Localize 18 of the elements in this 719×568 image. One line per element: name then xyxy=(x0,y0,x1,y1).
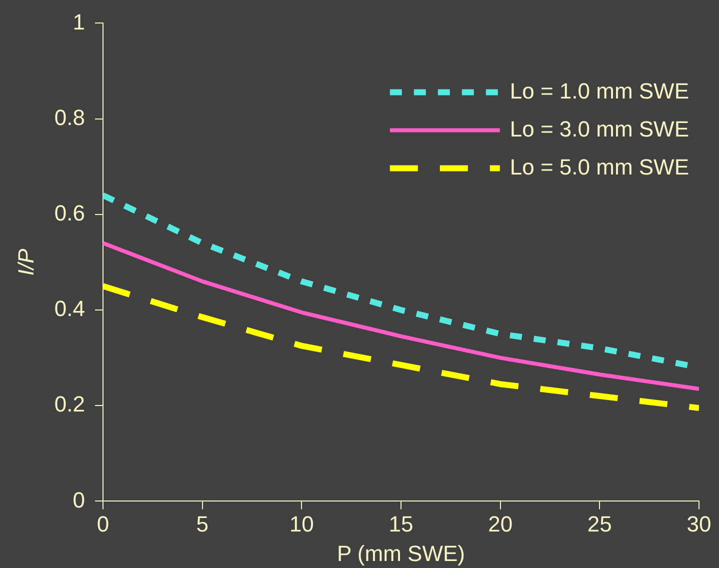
legend-label: Lo = 1.0 mm SWE xyxy=(510,78,690,104)
x-tick-label: 10 xyxy=(289,511,314,536)
y-tick-label: 0.8 xyxy=(54,104,85,130)
x-tick-label: 0 xyxy=(96,511,110,536)
y-tick-label: 1 xyxy=(72,9,85,34)
x-tick-label: 30 xyxy=(686,511,712,536)
y-tick-label: 0.6 xyxy=(54,200,85,226)
x-axis-title: P (mm SWE) xyxy=(337,540,465,566)
x-tick-label: 20 xyxy=(488,511,513,536)
y-tick-label: 0.4 xyxy=(54,296,85,322)
y-axis-title: I/P xyxy=(13,248,38,276)
legend-label: Lo = 3.0 mm SWE xyxy=(510,116,690,142)
y-tick-label: 0.2 xyxy=(54,392,85,417)
x-tick-label: 15 xyxy=(388,511,414,536)
x-tick-label: 5 xyxy=(196,511,208,536)
x-tick-label: 25 xyxy=(587,511,612,536)
legend-label: Lo = 5.0 mm SWE xyxy=(510,154,690,180)
y-tick-label: 0 xyxy=(72,487,85,512)
